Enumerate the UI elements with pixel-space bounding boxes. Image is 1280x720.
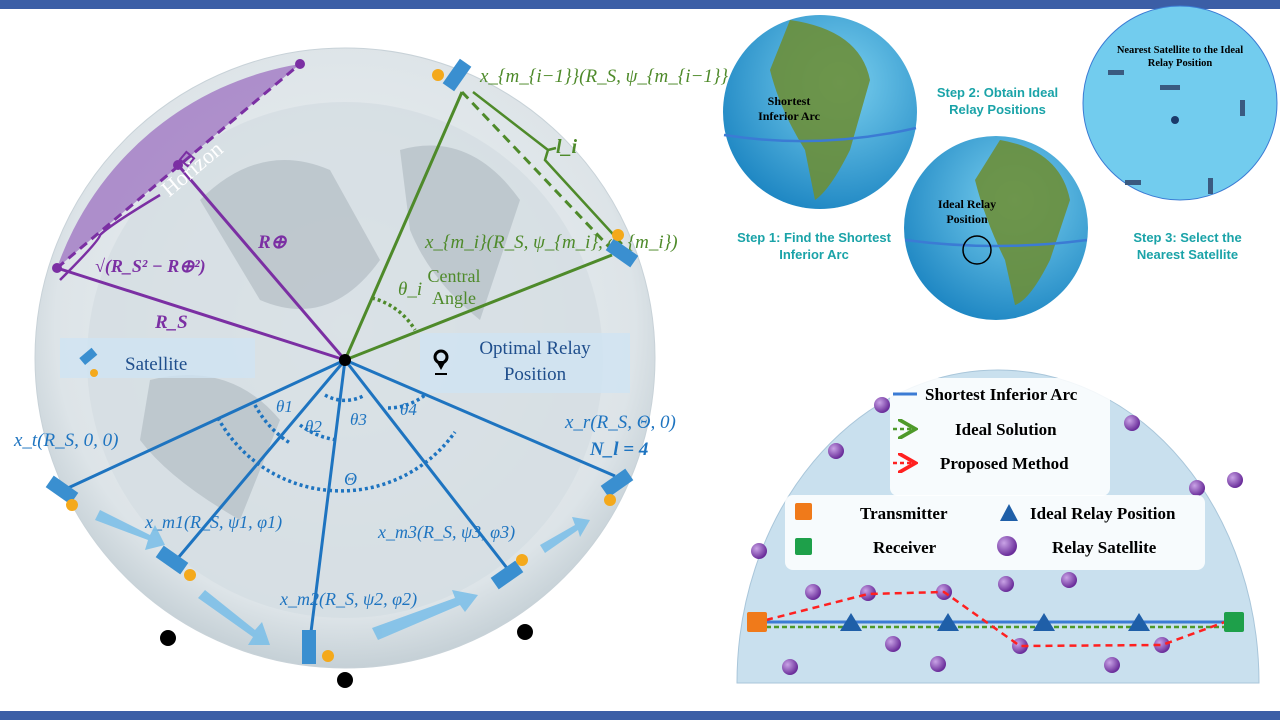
satellite-legend-icon [997, 536, 1017, 556]
ground-station-icons [160, 624, 533, 688]
transmitter-label: x_t(R_S, 0, 0) [13, 430, 118, 451]
legend-receiver-label: Receiver [873, 538, 937, 557]
step3-inner-label: Nearest Satellite to the Ideal Relay Pos… [1116, 45, 1244, 69]
transmitter-legend-icon [795, 503, 812, 520]
m3-label: x_m3(R_S, ψ3, φ3) [377, 522, 515, 543]
legend-relay-satellite-label: Relay Satellite [1052, 538, 1157, 557]
legend-ideal-label: Ideal Solution [955, 420, 1057, 439]
sqrt-label: √(R_S² − R⊕²) [95, 256, 206, 277]
triangle-legend-icon [1000, 504, 1018, 521]
theta-1-label: θ1 [276, 397, 293, 416]
proposed-path [765, 590, 1226, 648]
big-theta-label: Θ [344, 469, 357, 489]
relay-satellite-dot [1061, 572, 1077, 588]
location-pin-icon [433, 349, 449, 375]
legend-arc-label: Shortest Inferior Arc [925, 385, 1078, 404]
step2-caption: Step 2: Obtain Ideal Relay Positions [936, 85, 1059, 117]
receiver-label: x_r(R_S, Θ, 0) [564, 412, 676, 433]
satellite-icon [79, 347, 98, 377]
m2-label: x_m2(R_S, ψ2, φ2) [279, 589, 417, 610]
step1-caption: Step 1: Find the Shortest Inferior Arc [737, 230, 891, 262]
theta-i-label: θ_i [398, 279, 422, 300]
relay-satellite-dot [828, 443, 844, 459]
ideal-relay-triangles [840, 613, 1150, 631]
relay-satellite-dot [1154, 637, 1170, 653]
satellite-icons [45, 58, 639, 664]
relay-satellite-dot [1104, 657, 1120, 673]
step2-globe [904, 136, 1088, 320]
relay-satellite-dot [1124, 415, 1140, 431]
relay-satellite-dot [1189, 480, 1205, 496]
legend-satellite-label: Satellite [125, 354, 187, 375]
relay-satellite-dot [751, 543, 767, 559]
legend-ideal-relay-label: Ideal Relay Position [1030, 504, 1176, 523]
r-s-label: R_S [154, 312, 188, 333]
legend-proposed-label: Proposed Method [940, 454, 1069, 473]
curr-relay-label: x_{m_i}(R_S, ψ_{m_i}, φ_{m_i}) [424, 232, 678, 253]
relay-satellite-dot [998, 576, 1014, 592]
transmitter-marker [747, 612, 767, 632]
relay-satellite-dot [874, 397, 890, 413]
r-earth-label: R⊕ [257, 232, 288, 253]
link-length-label: l_i [556, 136, 578, 158]
step2-relay-label: Ideal Relay Position [937, 197, 997, 226]
motion-arrows [95, 510, 590, 645]
link-line [460, 90, 614, 252]
step3-caption: Step 3: Select the Nearest Satellite [1133, 230, 1242, 262]
legend-optimal-relay-label: Optimal Relay Position [479, 338, 591, 385]
receiver-legend-icon [795, 538, 812, 555]
theta-2-label: θ2 [305, 417, 322, 436]
relay-satellite-dot [930, 656, 946, 672]
bottom-border [0, 711, 1280, 720]
link-brace [472, 91, 623, 245]
blue-rays [67, 358, 616, 641]
earth-center [339, 354, 351, 366]
step1-arc-label: Shortest Inferior Arc [758, 94, 820, 123]
marker-legend-box [785, 495, 1205, 570]
legend-transmitter-label: Transmitter [860, 504, 948, 523]
r-earth-line [176, 164, 347, 361]
top-border [0, 0, 1280, 9]
central-angle-label: Central Angle [427, 266, 481, 308]
relay-satellite-dot [860, 585, 876, 601]
step1-globe [723, 15, 917, 209]
theta-4-label: θ4 [400, 400, 417, 419]
relay-satellite-dot [885, 636, 901, 652]
r-s-line [56, 266, 346, 362]
m1-label: x_m1(R_S, ψ1, φ1) [144, 512, 282, 533]
step3-globe [1082, 5, 1278, 201]
relay-satellite-dot [805, 584, 821, 600]
relay-satellite-dot [782, 659, 798, 675]
receiver-marker [1224, 612, 1244, 632]
nl-label: N_l = 4 [589, 439, 648, 460]
sqrt-brace [59, 193, 161, 281]
theta-3-label: θ3 [350, 410, 367, 429]
line-legend-box [890, 378, 1110, 496]
relay-satellite-dot [1227, 472, 1243, 488]
